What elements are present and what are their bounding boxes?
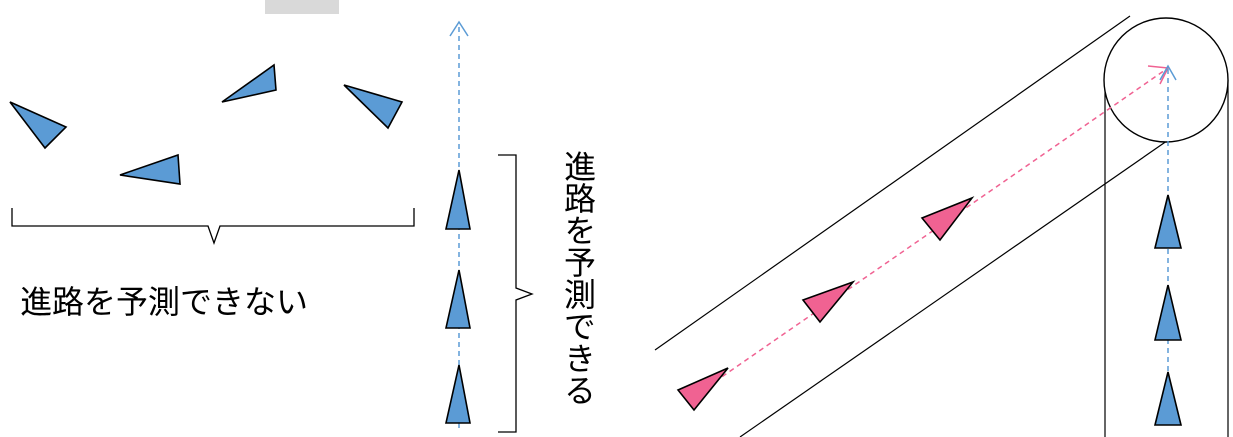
vertical-brace <box>498 154 534 433</box>
unpredictable-label: 進路を予測できない <box>20 283 308 321</box>
aligned-triangles <box>445 169 471 424</box>
aligned-triangle-bottom <box>445 364 471 424</box>
scattered-triangle-3 <box>343 84 404 130</box>
blue-lane-triangle-middle <box>1153 284 1183 341</box>
horizontal-brace <box>11 208 415 245</box>
middle-arrow-head <box>449 20 469 37</box>
blue-lane-triangle-top <box>1153 194 1183 249</box>
scattered-triangle-1 <box>9 101 68 150</box>
diagonal-triangles <box>676 196 975 412</box>
aligned-triangle-middle <box>445 269 471 329</box>
scattered-triangle-4 <box>119 153 181 185</box>
diagonal-arrow-head <box>1147 65 1170 85</box>
pink-triangle-3 <box>920 196 975 242</box>
aligned-triangle-top <box>445 169 471 230</box>
vertical-arrow-head <box>1159 64 1177 81</box>
scattered-triangle-2 <box>221 63 277 103</box>
diagonal-dashed-path <box>699 67 1169 393</box>
merge-point-circle <box>1103 17 1229 143</box>
predictable-label: 進路を予測できる <box>559 150 597 406</box>
blue-lane-triangle-bottom <box>1153 371 1183 426</box>
diagonal-lane-lower-edge <box>739 117 1201 437</box>
pink-triangle-1 <box>676 367 729 412</box>
diagonal-lane-upper-edge <box>654 15 1131 351</box>
vertical-lane-triangles <box>1153 194 1183 426</box>
top-gray-box <box>265 0 339 14</box>
pink-triangle-2 <box>801 280 856 324</box>
scattered-triangles <box>9 63 404 185</box>
